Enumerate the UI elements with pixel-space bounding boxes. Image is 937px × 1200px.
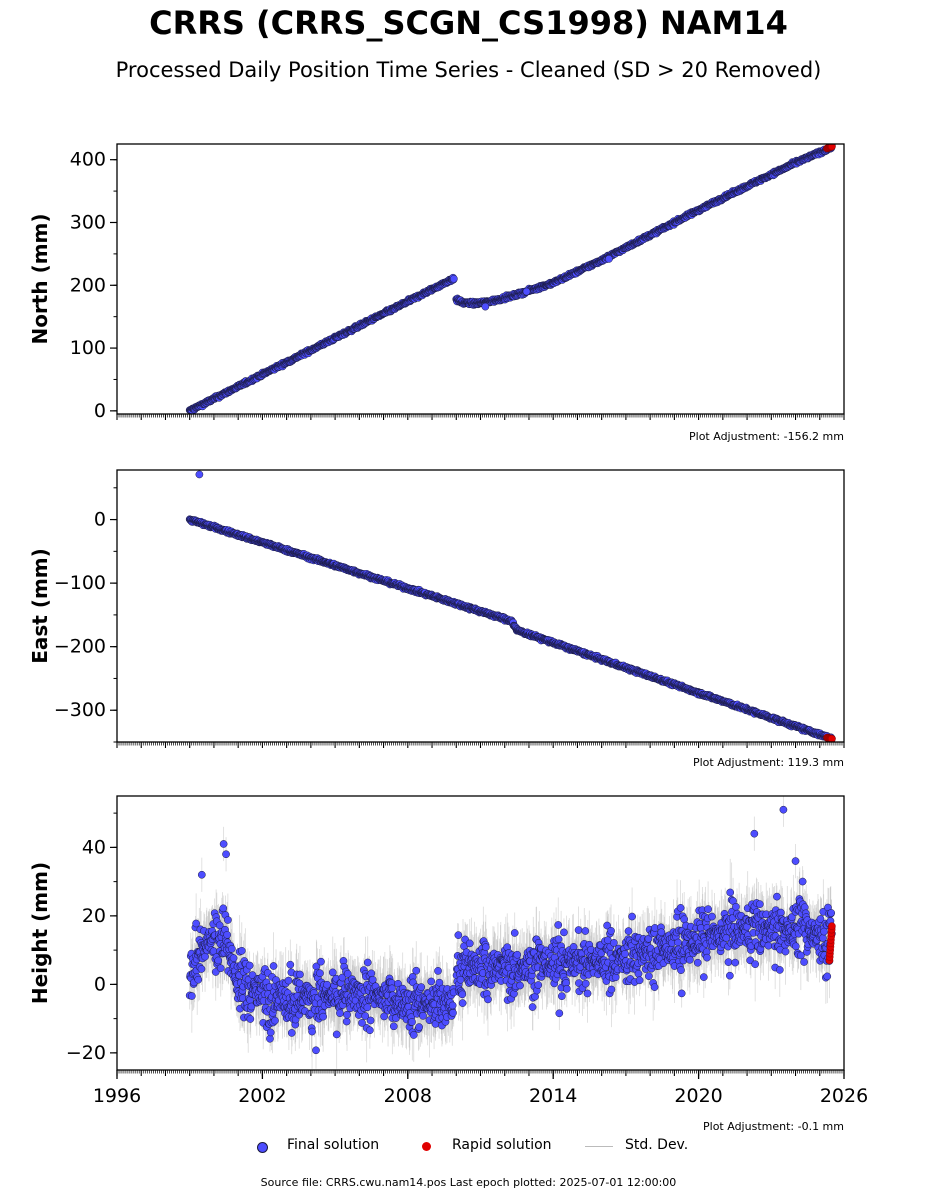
north-point-654 — [449, 274, 458, 283]
north-final-points — [185, 144, 836, 414]
north-point-1588 — [605, 255, 613, 263]
north-y-tick-label: 400 — [70, 149, 106, 171]
north-stddev-bars — [189, 144, 833, 413]
north-y-tick-label: 300 — [70, 211, 106, 233]
north-panel: 0 100 200 300 400 North (mm) — [28, 143, 845, 422]
north-point-1586 — [481, 302, 490, 311]
north-rapid-10 — [828, 144, 836, 151]
north-x-axis — [116, 414, 845, 420]
north-y-tick-label: 100 — [70, 337, 106, 359]
north-point-1587 — [522, 287, 531, 296]
north-rapid-points — [823, 144, 836, 153]
north-y-tick-label: 0 — [94, 400, 106, 422]
north-y-tick-label: 200 — [70, 274, 106, 296]
north-plot-area — [185, 144, 836, 414]
east-plot-area — [185, 470, 836, 742]
north-y-axis: 0 100 200 300 400 — [70, 149, 117, 422]
north-frame — [116, 143, 845, 415]
north-y-axis-label: North (mm) — [28, 213, 52, 344]
